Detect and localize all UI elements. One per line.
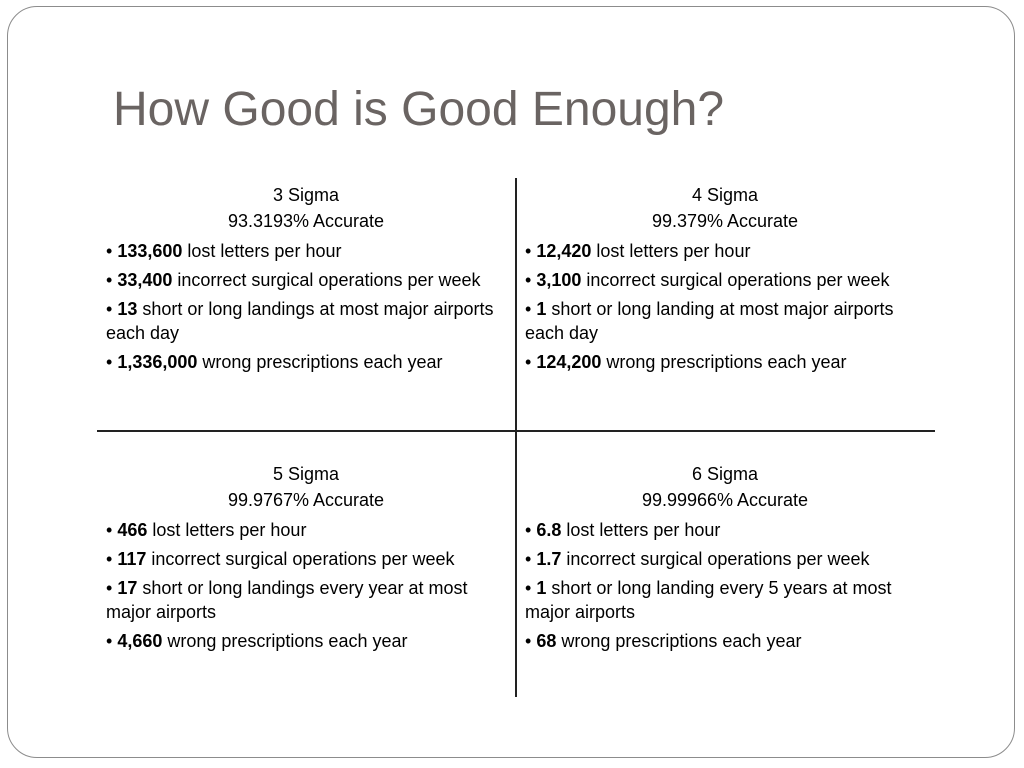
quadrant-4-sigma: 4 Sigma 99.379% Accurate • 12,420 lost l… xyxy=(525,182,925,379)
item-text: incorrect surgical operations per week xyxy=(172,270,481,290)
quadrant-6-sigma: 6 Sigma 99.99966% Accurate • 6.8 lost le… xyxy=(525,461,925,658)
item-text: incorrect surgical operations per week xyxy=(146,549,455,569)
item-text: lost letters per hour xyxy=(591,241,751,261)
item-number: 1,336,000 xyxy=(117,352,198,372)
item-number: 33,400 xyxy=(117,270,173,290)
item-number: 13 xyxy=(117,299,138,319)
item-text: short or long landings at most major air… xyxy=(106,299,494,343)
item-text: wrong prescriptions each year xyxy=(162,631,408,651)
quadrant-5-sigma: 5 Sigma 99.9767% Accurate • 466 lost let… xyxy=(106,461,506,658)
item-text: lost letters per hour xyxy=(561,520,721,540)
item-number: 1 xyxy=(536,578,547,598)
item-text: lost letters per hour xyxy=(147,520,307,540)
item-text: wrong prescriptions each year xyxy=(556,631,802,651)
list-item: • 1.7 incorrect surgical operations per … xyxy=(525,549,870,569)
quadrant-heading: 5 Sigma 99.9767% Accurate xyxy=(106,461,506,513)
bullet-list: • 133,600 lost letters per hour • 33,400… xyxy=(106,239,506,374)
list-item: • 1 short or long landing every 5 years … xyxy=(525,578,892,622)
item-number: 466 xyxy=(117,520,148,540)
accuracy-label: 99.379% Accurate xyxy=(651,211,799,231)
list-item: • 124,200 wrong prescriptions each year xyxy=(525,352,847,372)
list-item: • 13 short or long landings at most majo… xyxy=(106,299,494,343)
bullet-list: • 466 lost letters per hour • 117 incorr… xyxy=(106,518,506,653)
item-number: 1 xyxy=(536,299,547,319)
item-number: 3,100 xyxy=(536,270,582,290)
list-item: • 3,100 incorrect surgical operations pe… xyxy=(525,270,890,290)
list-item: • 1 short or long landing at most major … xyxy=(525,299,894,343)
item-text: short or long landing at most major airp… xyxy=(525,299,894,343)
item-text: incorrect surgical operations per week xyxy=(581,270,890,290)
list-item: • 17 short or long landings every year a… xyxy=(106,578,468,622)
horizontal-divider xyxy=(97,430,935,432)
list-item: • 4,660 wrong prescriptions each year xyxy=(106,631,408,651)
sigma-level: 5 Sigma xyxy=(272,464,340,484)
item-number: 124,200 xyxy=(536,352,602,372)
bullet-list: • 6.8 lost letters per hour • 1.7 incorr… xyxy=(525,518,925,653)
quadrant-3-sigma: 3 Sigma 93.3193% Accurate • 133,600 lost… xyxy=(106,182,506,379)
item-number: 17 xyxy=(117,578,138,598)
item-text: short or long landing every 5 years at m… xyxy=(525,578,892,622)
slide-frame xyxy=(7,6,1015,758)
item-number: 133,600 xyxy=(117,241,183,261)
list-item: • 33,400 incorrect surgical operations p… xyxy=(106,270,481,290)
list-item: • 12,420 lost letters per hour xyxy=(525,241,751,261)
sigma-level: 3 Sigma xyxy=(272,185,340,205)
item-text: incorrect surgical operations per week xyxy=(561,549,870,569)
list-item: • 133,600 lost letters per hour xyxy=(106,241,342,261)
accuracy-label: 93.3193% Accurate xyxy=(227,211,385,231)
quadrant-heading: 6 Sigma 99.99966% Accurate xyxy=(525,461,925,513)
item-number: 4,660 xyxy=(117,631,163,651)
item-text: wrong prescriptions each year xyxy=(601,352,847,372)
list-item: • 117 incorrect surgical operations per … xyxy=(106,549,455,569)
bullet-list: • 12,420 lost letters per hour • 3,100 i… xyxy=(525,239,925,374)
accuracy-label: 99.99966% Accurate xyxy=(641,490,809,510)
item-number: 12,420 xyxy=(536,241,592,261)
item-number: 117 xyxy=(117,549,147,569)
item-number: 6.8 xyxy=(536,520,562,540)
item-number: 68 xyxy=(536,631,557,651)
item-text: short or long landings every year at mos… xyxy=(106,578,468,622)
quadrant-heading: 4 Sigma 99.379% Accurate xyxy=(525,182,925,234)
item-number: 1.7 xyxy=(536,549,562,569)
list-item: • 68 wrong prescriptions each year xyxy=(525,631,802,651)
quadrant-heading: 3 Sigma 93.3193% Accurate xyxy=(106,182,506,234)
list-item: • 1,336,000 wrong prescriptions each yea… xyxy=(106,352,443,372)
item-text: lost letters per hour xyxy=(182,241,342,261)
item-text: wrong prescriptions each year xyxy=(197,352,443,372)
sigma-level: 6 Sigma xyxy=(691,464,759,484)
list-item: • 6.8 lost letters per hour xyxy=(525,520,721,540)
list-item: • 466 lost letters per hour xyxy=(106,520,307,540)
sigma-level: 4 Sigma xyxy=(691,185,759,205)
accuracy-label: 99.9767% Accurate xyxy=(227,490,385,510)
vertical-divider xyxy=(515,178,517,697)
slide-title: How Good is Good Enough? xyxy=(113,83,725,136)
